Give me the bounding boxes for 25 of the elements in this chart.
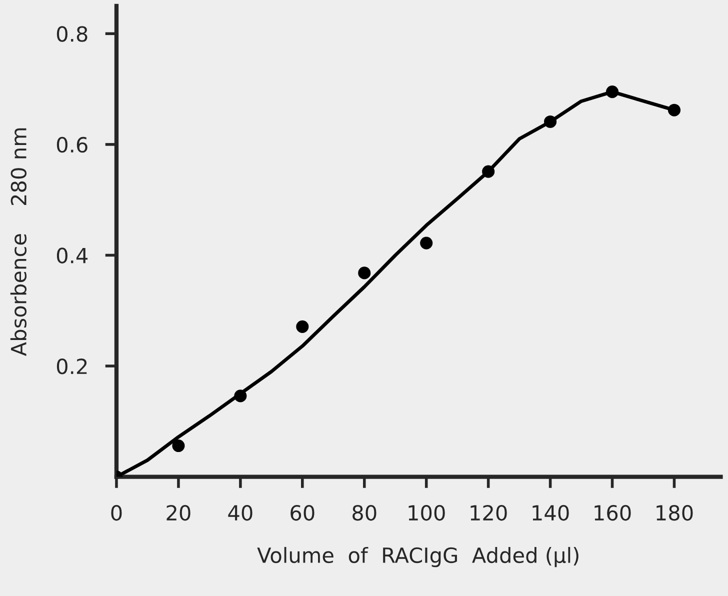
y-tick-label: 0.4 [56,248,88,264]
x-tick-label: 160 [594,504,631,521]
x-tick-label: 120 [470,504,507,521]
point [482,165,495,178]
point [358,266,371,280]
x-tick-label: 180 [656,504,693,521]
y-tick-label: 0.8 [56,26,88,42]
x-tick-label: 60 [290,504,314,521]
x-tick-label: 0 [111,504,122,521]
x-tick-label: 100 [408,504,445,521]
y-axis-title: Absorbence 280 nm [10,128,27,356]
point [544,115,557,128]
x-tick-label: 20 [166,504,190,521]
point [172,440,185,452]
x-tick-label: 140 [532,504,569,521]
point [234,390,247,402]
x-tick-label: 80 [352,504,376,521]
y-tick-label: 0.2 [56,358,87,374]
point [420,236,433,250]
x-axis-title: Volume of RACIgG Added (µl) [257,546,578,568]
y-tick-label: 0.6 [56,136,88,153]
point [606,86,619,98]
x-tick-label: 40 [228,504,252,521]
point [296,320,309,333]
point [668,104,681,116]
